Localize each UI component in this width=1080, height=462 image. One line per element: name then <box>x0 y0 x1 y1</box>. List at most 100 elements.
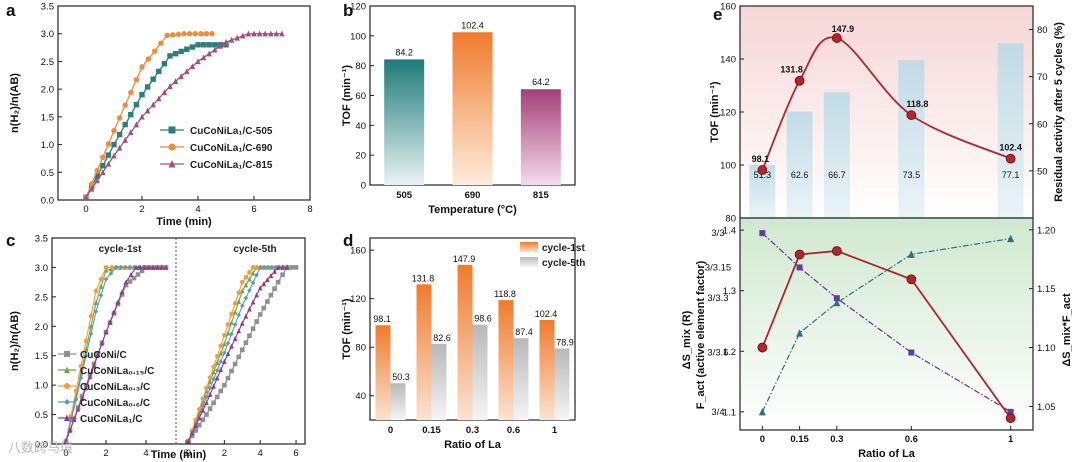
c-data-point <box>272 286 277 291</box>
d-bar-value-label: 102.4 <box>535 309 558 319</box>
b-bar-value-label: 64.2 <box>532 77 550 87</box>
c-y-tick-label: 0.5 <box>35 410 48 421</box>
e-top-right-axis-title: Residual activity after 5 cycles (%) <box>1053 22 1065 202</box>
c-data-point <box>155 264 160 270</box>
d-legend-label: cycle-5th <box>542 258 585 269</box>
c-data-point <box>189 433 195 439</box>
c-data-point <box>127 279 133 284</box>
e-product-point <box>831 246 842 256</box>
a-y-tick-label: 3.0 <box>41 29 54 40</box>
c-data-point <box>142 264 147 270</box>
c-data-point <box>204 412 209 417</box>
c-data-point <box>211 383 216 389</box>
a-data-point <box>133 77 140 83</box>
c-data-point <box>273 265 278 270</box>
c-legend-label: CuCoNiLa₁/C <box>80 414 142 425</box>
b-bar-815 <box>520 89 561 185</box>
a-data-point <box>178 48 184 55</box>
panel-b-bar-chart: 0 20 40 60 80 100 120 84.2 505 102.4 690 64.2 815 Tem… <box>341 2 576 216</box>
c-x-tick-label: 4 <box>258 448 263 459</box>
b-y-tick-label: 40 <box>355 121 366 132</box>
a-legend-marker <box>168 160 176 168</box>
c-data-point <box>87 374 93 380</box>
a-x-tick-label: 6 <box>251 204 256 215</box>
c-data-point <box>232 309 238 315</box>
a-data-point <box>122 121 128 128</box>
c-data-point <box>211 369 216 375</box>
e-x-tick-label: 0.6 <box>905 434 918 445</box>
a-data-point <box>234 34 240 41</box>
d-bar-cycle-1st-0.3 <box>457 264 473 420</box>
e-bottom-left-tick-label: 1.2 <box>723 347 736 358</box>
d-bar-value-label: 82.6 <box>433 333 451 343</box>
a-data-point <box>111 128 117 134</box>
c-y-tick-label: 1.0 <box>35 381 48 392</box>
e-bottom-right-axis-title: ΔS_mix*F_act <box>1061 293 1073 367</box>
c-data-point <box>146 264 152 270</box>
c-data-point <box>275 264 281 270</box>
a-x-tick-label: 4 <box>195 204 200 215</box>
c-data-point <box>83 385 89 391</box>
a-data-point <box>128 129 134 136</box>
a-data-point <box>170 32 176 38</box>
e-top-left-tick-label: 80 <box>725 214 736 225</box>
c-data-point <box>91 362 97 369</box>
e-top-right-tick-label: 80 <box>1037 25 1048 36</box>
c-data-point <box>107 319 113 325</box>
c-data-point <box>265 299 270 304</box>
c-y-tick-label: 2.5 <box>35 292 48 303</box>
d-legend-swatch <box>520 257 538 267</box>
b-y-tick-label: 120 <box>350 2 366 13</box>
c-data-point <box>268 272 274 278</box>
a-x-tick-label: 0 <box>83 204 88 215</box>
c-data-point <box>257 312 263 317</box>
c-data-point <box>196 422 202 428</box>
a-data-point <box>111 152 117 159</box>
c-data-point <box>247 276 252 282</box>
panel-c-frame <box>51 237 306 445</box>
c-data-point <box>214 394 220 400</box>
a-data-point <box>133 101 140 108</box>
panel-a-frame <box>57 5 311 201</box>
c-data-point <box>239 279 245 285</box>
c-data-point <box>229 343 234 349</box>
c-data-point <box>139 268 145 274</box>
c-data-point <box>73 397 79 403</box>
a-data-point <box>111 141 117 148</box>
e-top-left-tick-label: 140 <box>720 55 736 66</box>
e-fact-point <box>759 230 766 237</box>
a-data-point <box>172 50 179 57</box>
c-data-point <box>222 332 227 338</box>
a-data-point <box>133 121 140 128</box>
c-data-point <box>250 265 256 270</box>
c-data-point <box>83 338 89 344</box>
e-tof-point <box>831 33 842 43</box>
c-legend-marker <box>64 399 70 405</box>
c-data-point <box>123 279 129 285</box>
c-data-point <box>243 282 249 288</box>
c-data-point <box>109 265 115 270</box>
e-residual-label: 51.3 <box>754 170 772 180</box>
a-data-point <box>203 31 210 37</box>
a-y-tick-label: 1.5 <box>41 112 54 123</box>
c-data-point <box>218 343 224 349</box>
e-fact-point <box>796 264 803 271</box>
c-data-point <box>254 272 259 278</box>
e-bottom-right-tick-label: 1.05 <box>1037 402 1056 413</box>
a-data-point <box>94 173 100 179</box>
a-series-2 <box>83 30 285 200</box>
c-data-point <box>211 376 216 382</box>
c-data-point <box>293 265 299 270</box>
a-data-point <box>192 31 198 37</box>
e-residual-label: 73.5 <box>903 170 921 180</box>
a-data-point <box>128 111 134 118</box>
e-x-tick-label: 1 <box>1008 434 1014 445</box>
c-data-point <box>78 375 84 381</box>
a-data-point <box>223 38 229 45</box>
c-data-point <box>236 290 242 296</box>
b-x-tick-label: 690 <box>465 190 481 201</box>
e-bottom-left-axis-title: ΔS_mix (R) <box>681 310 693 369</box>
a-data-point <box>105 152 112 158</box>
a-data-point <box>151 48 158 54</box>
c-y-tick-label: 1.5 <box>35 351 48 362</box>
